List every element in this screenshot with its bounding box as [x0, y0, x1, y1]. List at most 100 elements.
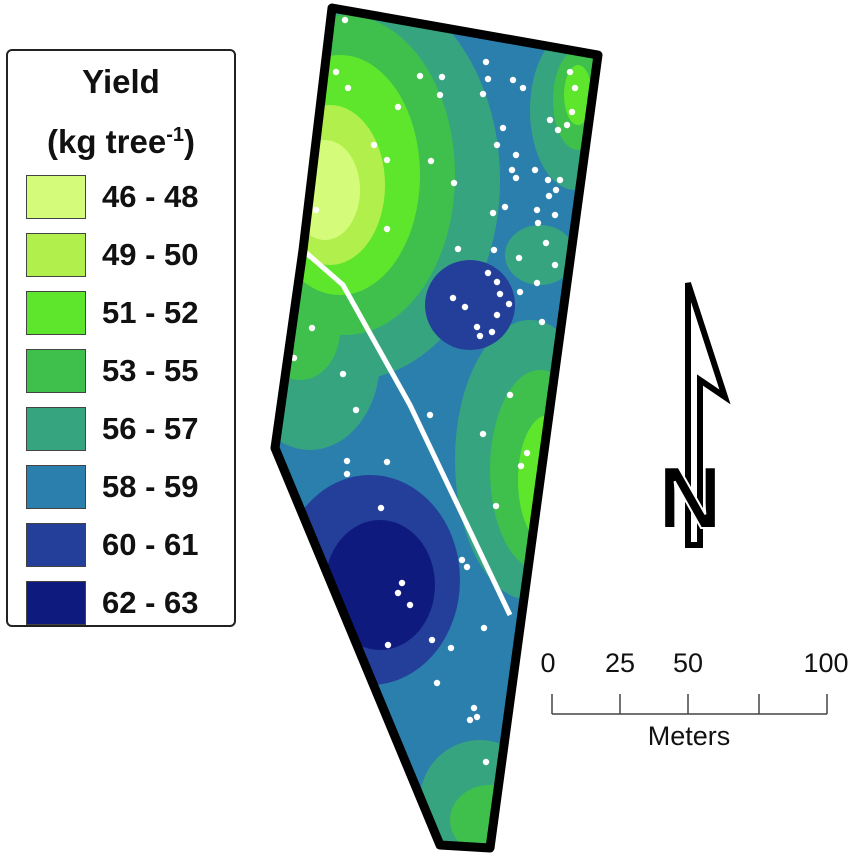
tree-point	[461, 303, 469, 311]
legend-item: 58 - 59	[26, 465, 226, 509]
tree-point	[438, 73, 446, 81]
tree-point	[341, 16, 349, 24]
tree-point	[496, 290, 504, 298]
tree-point	[512, 151, 520, 159]
tree-point	[476, 332, 484, 340]
tree-point	[447, 644, 455, 652]
tree-point	[343, 457, 351, 465]
tree-point	[568, 108, 576, 116]
legend-swatch	[26, 349, 86, 393]
legend-item: 62 - 63	[26, 581, 226, 625]
tree-point	[312, 206, 320, 214]
legend-swatch	[26, 407, 86, 451]
tree-point	[517, 462, 525, 470]
legend-item: 56 - 57	[26, 407, 226, 451]
tree-point	[332, 68, 340, 76]
legend-item: 49 - 50	[26, 233, 226, 277]
tree-point	[515, 254, 523, 262]
tree-point	[454, 245, 462, 253]
legend-swatch	[26, 465, 86, 509]
legend-swatch	[26, 233, 86, 277]
tree-point	[552, 186, 560, 194]
tree-point	[519, 84, 527, 92]
tree-point	[394, 103, 402, 111]
tree-point	[433, 679, 441, 687]
tree-point	[523, 449, 531, 457]
yield-surface	[275, 8, 598, 848]
tree-point	[489, 209, 497, 217]
tree-point	[551, 211, 559, 219]
map-legend: Yield (kg tree-1) 46 - 48 49 - 50 51 - 52 5…	[6, 49, 236, 627]
legend-swatch	[26, 581, 86, 625]
north-label: N	[658, 448, 722, 547]
tree-point	[406, 601, 414, 609]
tree-point	[308, 324, 316, 332]
legend-swatch	[26, 175, 86, 219]
tree-point	[449, 294, 457, 302]
tree-point	[450, 179, 458, 187]
tree-point	[533, 206, 541, 214]
tree-point	[544, 176, 552, 184]
legend-label: 49 - 50	[102, 237, 199, 272]
tree-point	[493, 311, 501, 319]
tree-point	[480, 624, 488, 632]
legend-item: 51 - 52	[26, 291, 226, 335]
tree-point	[339, 370, 347, 378]
tree-point	[508, 166, 516, 174]
tree-point	[556, 176, 564, 184]
tree-point	[546, 116, 554, 124]
scale-tick-25: 25	[605, 648, 635, 678]
tree-point	[416, 72, 424, 80]
tree-point	[484, 269, 492, 277]
tree-point	[534, 219, 542, 227]
legend-title: Yield	[82, 63, 160, 100]
legend-label: 51 - 52	[102, 295, 199, 330]
legend-item: 60 - 61	[26, 523, 226, 567]
tree-point	[436, 91, 444, 99]
tree-point	[509, 76, 517, 84]
tree-point	[428, 636, 436, 644]
scale-tick-100: 100	[803, 648, 848, 678]
scale-tick-0: 0	[540, 648, 555, 678]
legend-swatch	[26, 523, 86, 567]
tree-point	[377, 504, 385, 512]
tree-point	[492, 502, 500, 510]
tree-point	[493, 278, 501, 286]
tree-point	[343, 470, 351, 478]
tree-point	[383, 458, 391, 466]
tree-point	[551, 261, 559, 269]
tree-point	[466, 716, 474, 724]
tree-point	[571, 84, 579, 92]
tree-point	[501, 203, 509, 211]
tree-point	[482, 58, 490, 66]
legend-label: 58 - 59	[102, 469, 199, 504]
tree-point	[384, 641, 392, 649]
tree-point	[538, 318, 546, 326]
tree-point	[506, 391, 514, 399]
tree-point	[554, 126, 562, 134]
tree-point	[383, 156, 391, 164]
tree-point	[458, 556, 466, 564]
tree-point	[352, 406, 360, 414]
scale-tick-50: 50	[673, 648, 703, 678]
tree-point	[470, 704, 478, 712]
tree-point	[473, 713, 481, 721]
tree-point	[490, 246, 498, 254]
tree-point	[563, 121, 571, 129]
tree-point	[516, 288, 524, 296]
legend-label: 46 - 48	[102, 179, 199, 214]
tree-point	[426, 411, 434, 419]
legend-item: 46 - 48	[26, 175, 226, 219]
tree-point	[512, 174, 520, 182]
legend-label: 56 - 57	[102, 411, 199, 446]
legend-label: 53 - 55	[102, 353, 199, 388]
tree-point	[488, 328, 496, 336]
tree-point	[566, 68, 574, 76]
tree-point	[505, 300, 513, 308]
legend-swatch	[26, 291, 86, 335]
scale-bar: 0 25 50 100 Meters	[540, 648, 848, 751]
north-arrow: N	[657, 282, 731, 548]
tree-point	[493, 141, 501, 149]
tree-point	[427, 157, 435, 165]
